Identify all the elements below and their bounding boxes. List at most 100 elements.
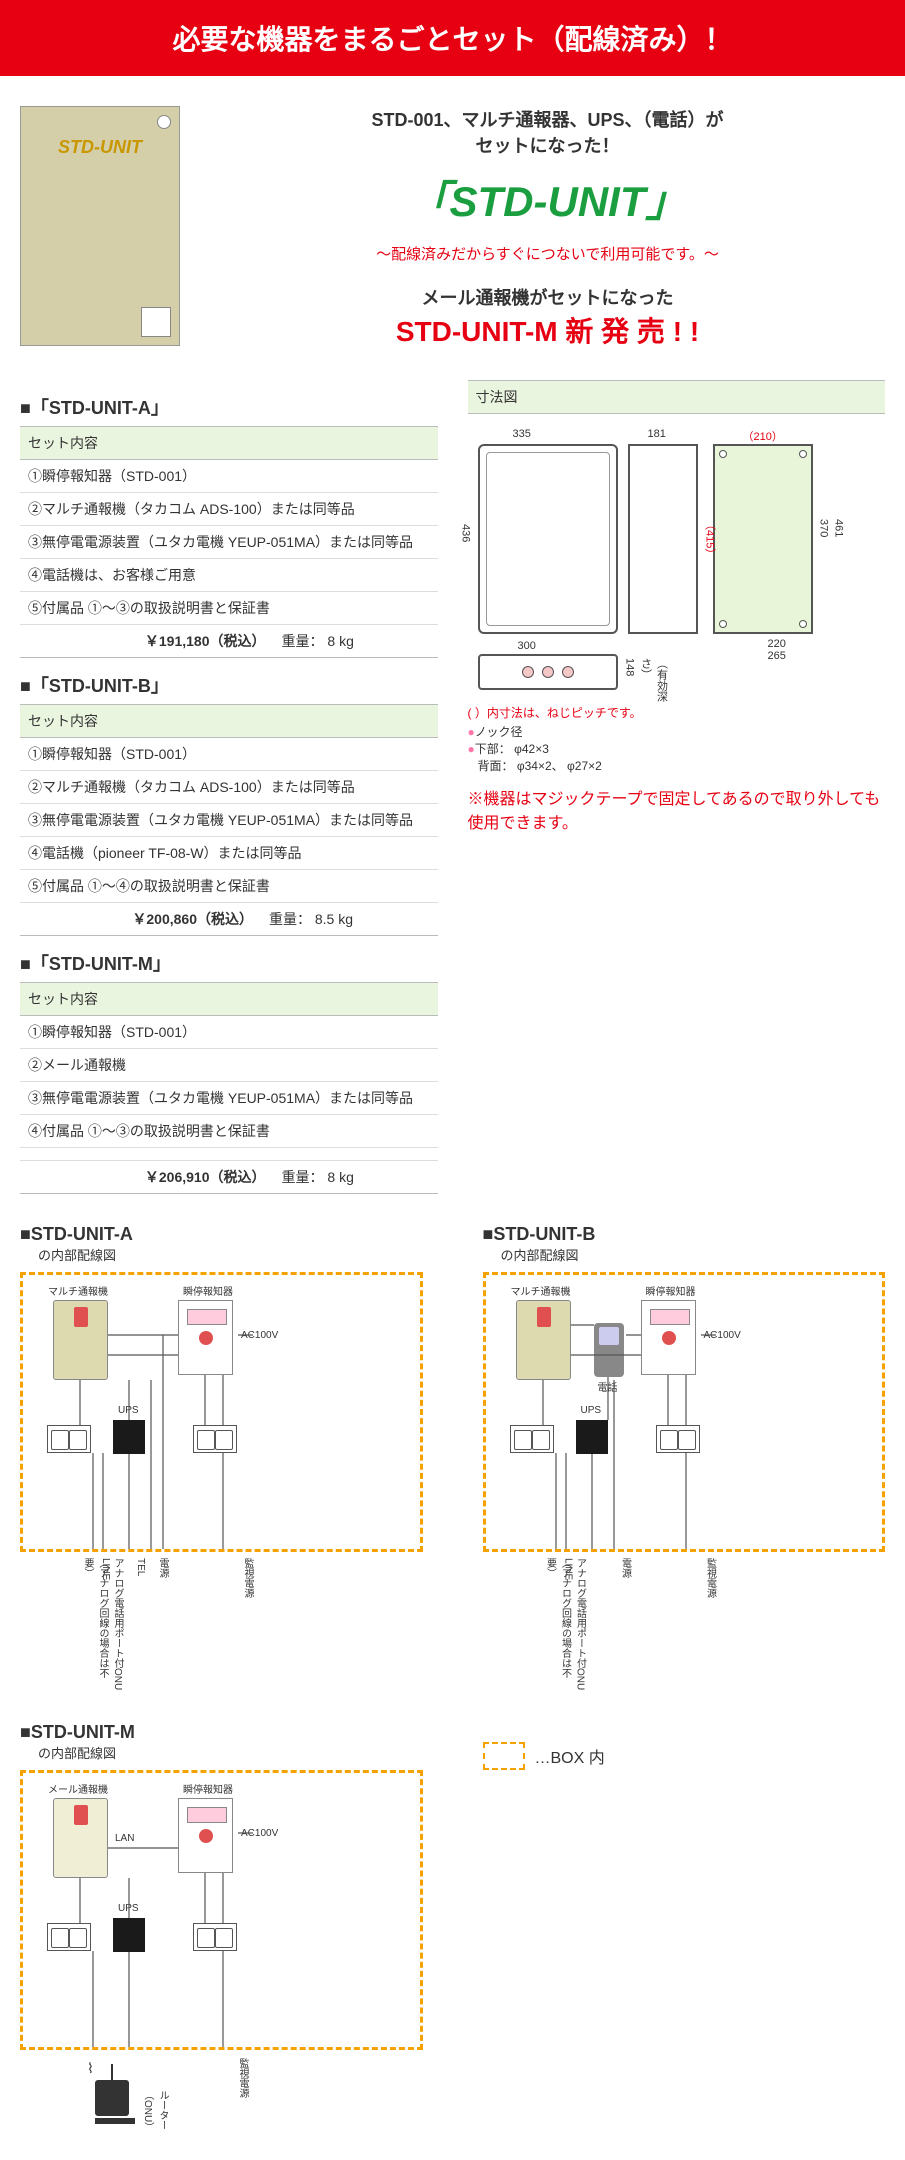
- unit-m-weight: 重量： 8 kg: [274, 1161, 438, 1194]
- unit-b-weight: 重量： 8.5 kg: [261, 903, 438, 936]
- ext-label: 電源: [618, 1558, 633, 1578]
- dim-label: 370: [818, 519, 830, 537]
- diagram-b-heading: ■STD-UNIT-B: [483, 1224, 886, 1245]
- unit-a-table: セット内容 ①瞬停報知器（STD-001） ②マルチ通報機（タカコム ADS-1…: [20, 426, 438, 658]
- unit-m-th: セット内容: [20, 983, 438, 1016]
- table-row: ③無停電電源装置（ユタカ電機 YEUP-051MA）または同等品: [20, 526, 438, 559]
- mail-device-icon: [53, 1798, 108, 1878]
- ups-label: UPS: [118, 1903, 139, 1914]
- ups-label: UPS: [118, 1405, 139, 1416]
- dim-label: 148: [624, 658, 636, 676]
- ups-icon: [113, 1918, 145, 1952]
- ac-label: AC100V: [704, 1330, 741, 1341]
- wiring-a-ext: アナログ電話用ポート付ONU（アナログ回線の場合は不要） LINE TEL 電源…: [20, 1552, 423, 1692]
- table-row: ③無停電電源装置（ユタカ電機 YEUP-051MA）または同等品: [20, 1082, 438, 1115]
- ext-label: TEL: [135, 1558, 146, 1576]
- ups-icon: [113, 1420, 145, 1454]
- table-row: ④電話機は、お客様ご用意: [20, 559, 438, 592]
- dim-label: 335: [513, 428, 531, 440]
- diagram-m-sub: の内部配線図: [38, 1743, 423, 1762]
- legend-box-icon: [483, 1742, 525, 1770]
- wiring-b-box: マルチ通報機 電話 瞬停報知器 AC100V UPS: [483, 1272, 886, 1552]
- router-icon: ⌇: [95, 2080, 135, 2130]
- legend-label: …BOX 内: [535, 1744, 605, 1768]
- diagram-m: ■STD-UNIT-M の内部配線図 メール通報機 LAN 瞬停報知器 AC10…: [20, 1722, 423, 2160]
- mail-title: STD-UNIT-M 新 発 売 ! !: [210, 310, 885, 350]
- lead-text: STD-001、マルチ通報器、UPS、（電話）が セットになった！: [210, 106, 885, 158]
- detector-label: 瞬停報知器: [183, 1283, 233, 1298]
- dim-label: 436: [460, 524, 472, 542]
- table-row: ②マルチ通報機（タカコム ADS-100）または同等品: [20, 493, 438, 526]
- mail-lead: メール通報機がセットになった: [210, 284, 885, 310]
- ext-label: 監視電源: [235, 2058, 250, 2098]
- table-row: ②マルチ通報機（タカコム ADS-100）または同等品: [20, 771, 438, 804]
- product-image-label: STD-UNIT: [58, 137, 142, 158]
- table-row: ⑤付属品 ①～④の取扱説明書と保証書: [20, 870, 438, 903]
- table-row: ②メール通報機: [20, 1049, 438, 1082]
- phone-icon: [594, 1323, 624, 1377]
- ext-label: 電源: [155, 1558, 170, 1578]
- unit-b-th: セット内容: [20, 705, 438, 738]
- dim-label: 300: [518, 640, 536, 652]
- ups-icon: [576, 1420, 608, 1454]
- dim-label: （415）: [702, 519, 718, 559]
- ext-label: 監視電源: [703, 1558, 718, 1598]
- outlet-icon: [510, 1425, 554, 1453]
- ac-label: AC100V: [241, 1828, 278, 1839]
- table-row: ①瞬停報知器（STD-001）: [20, 460, 438, 493]
- router-label: ルーター（ONU）: [140, 2090, 170, 2160]
- dim-label: 461: [833, 519, 845, 537]
- dim-label: 181: [648, 428, 666, 440]
- diagram-b: ■STD-UNIT-B の内部配線図 マルチ通報機 電話 瞬停報知器 AC100…: [483, 1224, 886, 1692]
- unit-m-table: セット内容 ①瞬停報知器（STD-001） ②メール通報機 ③無停電電源装置（ユ…: [20, 982, 438, 1194]
- subtitle-red: ～配線済みだからすぐにつないで利用可能です。～: [210, 243, 885, 264]
- dim-label: 220: [768, 638, 786, 650]
- detector-label: 瞬停報知器: [183, 1781, 233, 1796]
- outlet-icon: [47, 1923, 91, 1951]
- ac-label: AC100V: [241, 1330, 278, 1341]
- ext-label: 監視電源: [240, 1558, 255, 1598]
- phone-label: 電話: [598, 1379, 618, 1394]
- dim-label: （210）: [743, 428, 783, 444]
- unit-m-price: ￥206,910（税込）: [20, 1161, 274, 1194]
- ext-label: LINE: [563, 1558, 574, 1580]
- legend: …BOX 内: [483, 1722, 886, 2160]
- diagram-a-sub: の内部配線図: [38, 1245, 423, 1264]
- multi-device-icon: [516, 1300, 571, 1380]
- dimensions-heading: 寸法図: [468, 380, 886, 414]
- unit-a-heading: ■「STD-UNIT-A」: [20, 394, 438, 420]
- unit-a-price: ￥191,180（税込）: [20, 625, 274, 658]
- outlet-icon: [193, 1425, 237, 1453]
- multi-label: マルチ通報機: [48, 1283, 108, 1298]
- unit-m-heading: ■「STD-UNIT-M」: [20, 950, 438, 976]
- dim-label: 265: [768, 650, 786, 662]
- detector-label: 瞬停報知器: [646, 1283, 696, 1298]
- table-row: ③無停電電源装置（ユタカ電機 YEUP-051MA）または同等品: [20, 804, 438, 837]
- wiring-m-box: メール通報機 LAN 瞬停報知器 AC100V UPS: [20, 1770, 423, 2050]
- table-row: ④電話機（pioneer TF-08-W）または同等品: [20, 837, 438, 870]
- mail-label: メール通報機: [48, 1781, 108, 1796]
- diagram-b-sub: の内部配線図: [501, 1245, 886, 1264]
- wiring-a-box: マルチ通報機 瞬停報知器 AC100V UPS: [20, 1272, 423, 1552]
- diagram-a: ■STD-UNIT-A の内部配線図 マルチ通報機 瞬停報知器 AC100V U…: [20, 1224, 423, 1692]
- dim-label: （有効深さ）: [638, 658, 670, 704]
- unit-a-weight: 重量： 8 kg: [274, 625, 438, 658]
- product-image: STD-UNIT: [20, 106, 180, 346]
- wiring-m-ext: ⌇ ルーター（ONU） 監視電源: [20, 2050, 423, 2160]
- table-row: ⑤付属品 ①～③の取扱説明書と保証書: [20, 592, 438, 625]
- hero-banner: 必要な機器をまるごとセット（配線済み）！: [0, 0, 905, 76]
- dimensions-figure: 335 436 300 181 （210） （415） 370 461 220 …: [468, 424, 886, 704]
- unit-b-price: ￥200,860（税込）: [20, 903, 261, 936]
- lan-label: LAN: [115, 1833, 134, 1844]
- outlet-icon: [47, 1425, 91, 1453]
- table-row: ①瞬停報知器（STD-001）: [20, 738, 438, 771]
- warning-text: ※機器はマジックテープで固定してあるので取り外しても使用できます。: [468, 788, 886, 836]
- outlet-icon: [193, 1923, 237, 1951]
- multi-label: マルチ通報機: [511, 1283, 571, 1298]
- multi-device-icon: [53, 1300, 108, 1380]
- outlet-icon: [656, 1425, 700, 1453]
- ups-label: UPS: [581, 1405, 602, 1416]
- unit-b-table: セット内容 ①瞬停報知器（STD-001） ②マルチ通報機（タカコム ADS-1…: [20, 704, 438, 936]
- diagram-a-heading: ■STD-UNIT-A: [20, 1224, 423, 1245]
- detector-icon: [178, 1300, 233, 1375]
